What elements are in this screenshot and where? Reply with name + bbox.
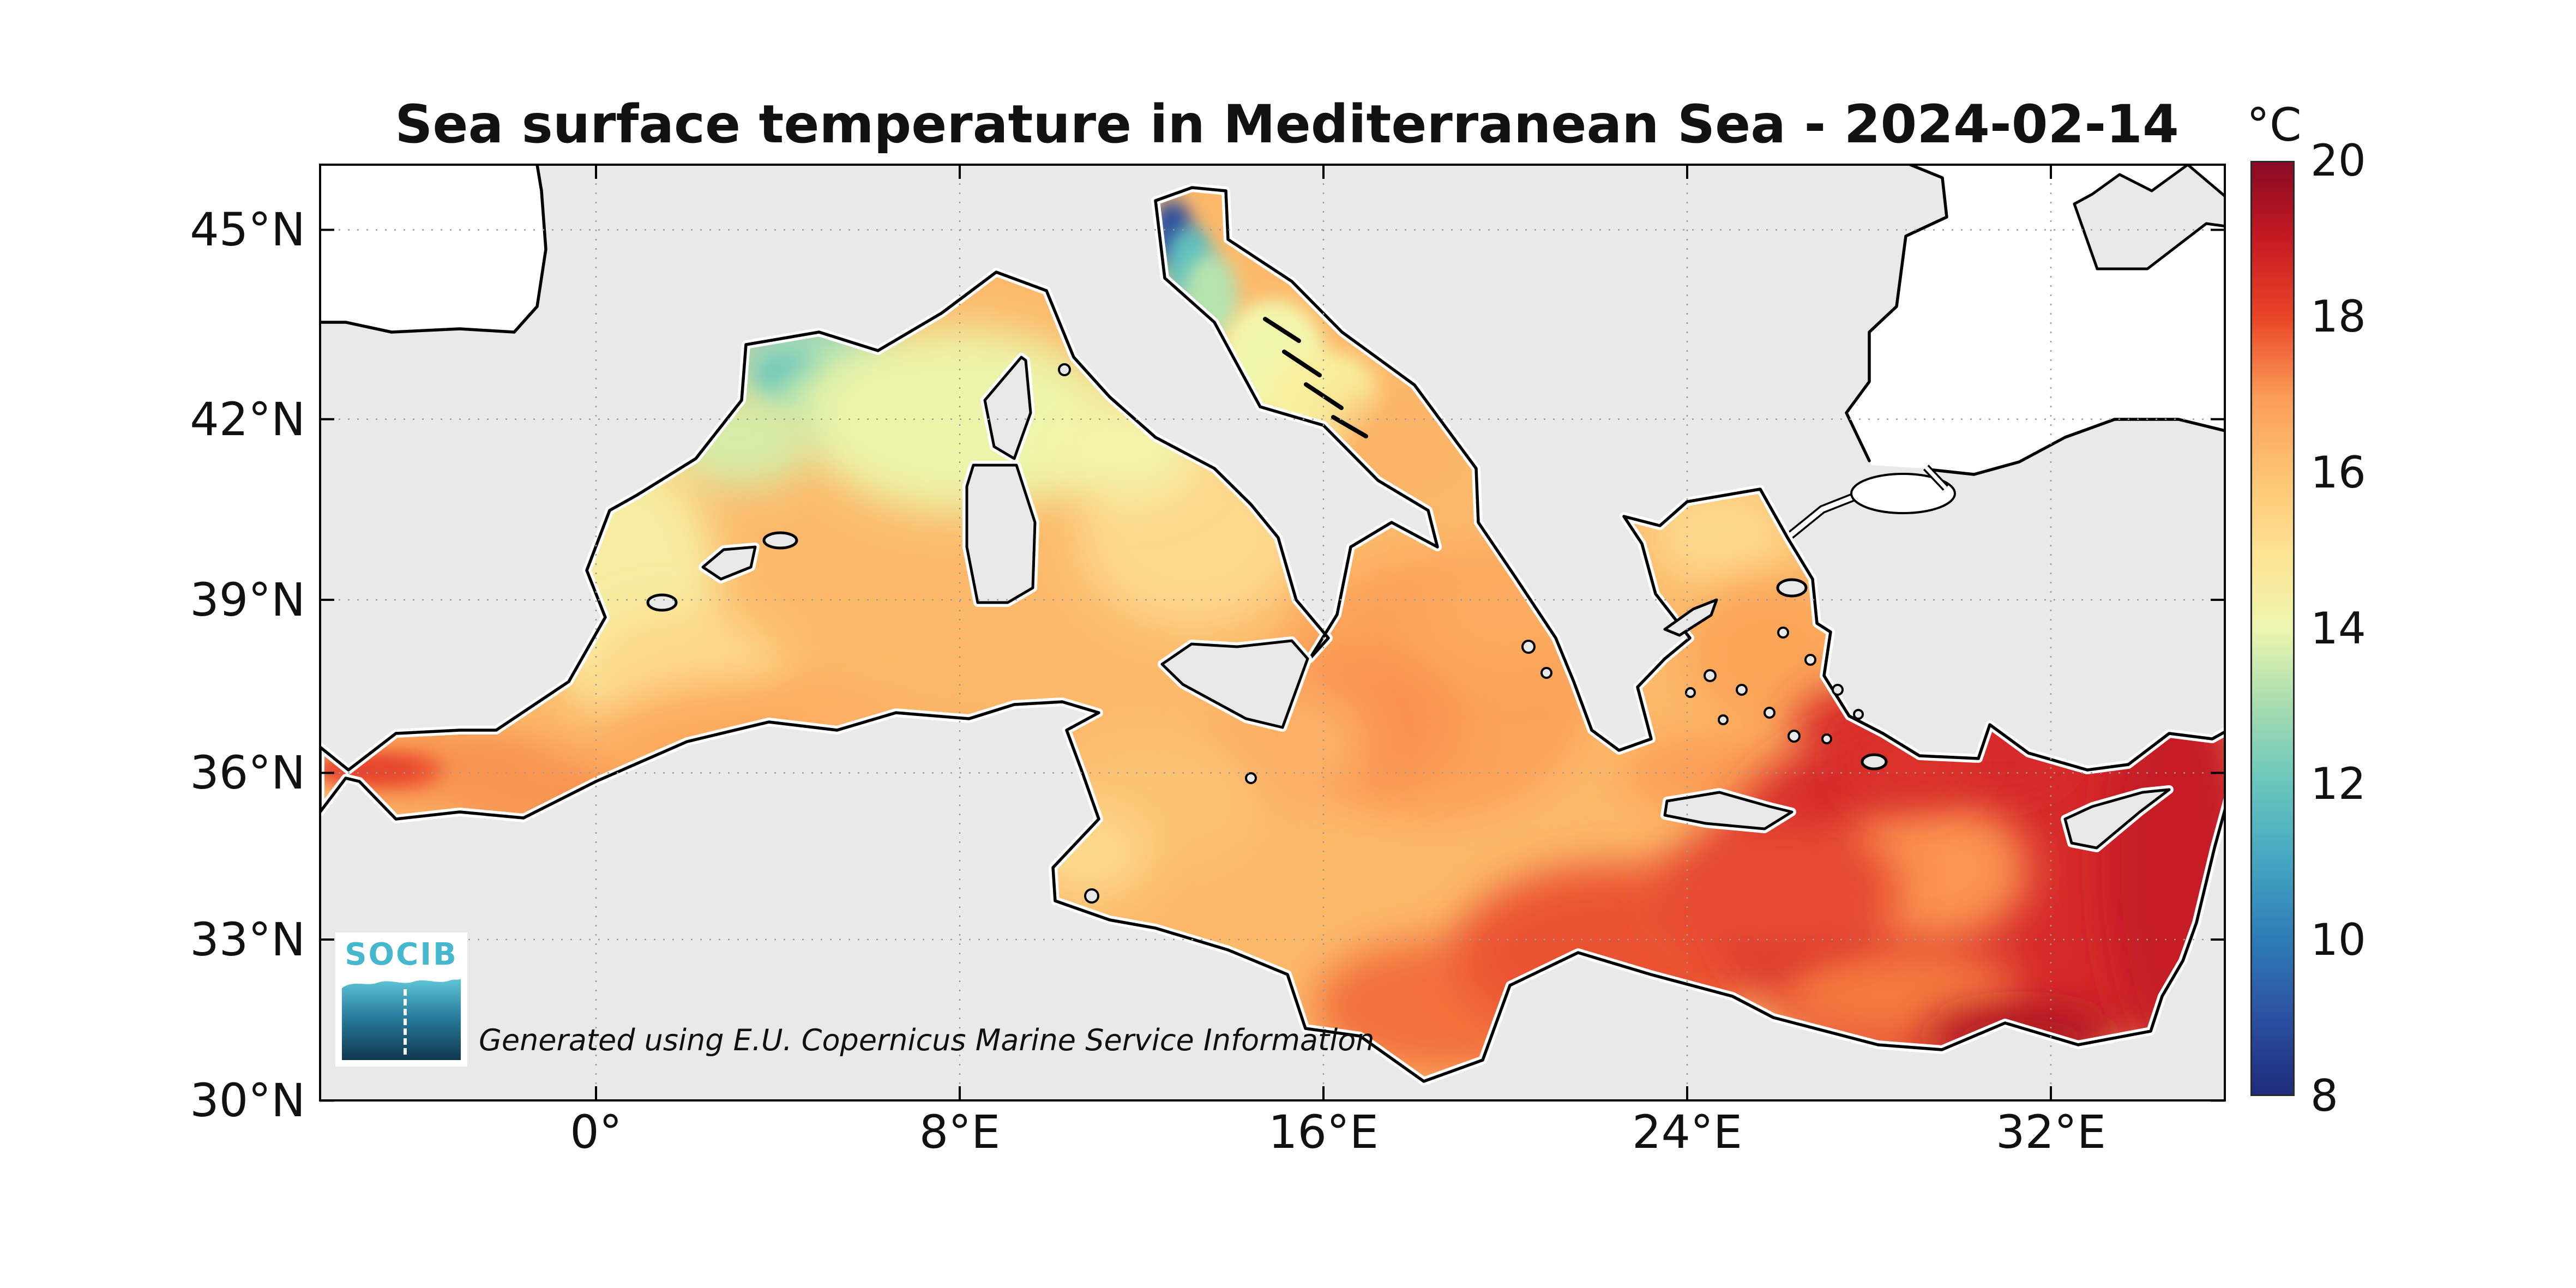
island-corsica (983, 356, 1032, 460)
lat-tick-label: 42°N (190, 392, 305, 446)
colorbar-unit-label: °C (2247, 98, 2302, 152)
colorbar (2250, 161, 2295, 1096)
colorbar-tick-label: 16 (2310, 447, 2366, 498)
socib-logo-graphic (342, 974, 461, 1060)
no-data-ocean-marmara (1850, 473, 1956, 514)
mooring-dashed-line (404, 989, 407, 1055)
island-sardinia (965, 464, 1037, 604)
graticule (320, 165, 2225, 1100)
lat-tick-label: 30°N (190, 1074, 305, 1128)
coastline-blacksea-west (1845, 165, 1948, 462)
page-title: Sea surface temperature in Mediterranean… (395, 94, 2179, 155)
plot-frame (319, 164, 2226, 1102)
island-mallorca (701, 545, 757, 581)
lon-tick-label: 8°E (919, 1105, 1001, 1159)
lat-tick-label: 36°N (190, 746, 305, 800)
island-cyprus (2063, 788, 2171, 850)
island-euboea (1663, 598, 1718, 637)
socib-logo: SOCIB (335, 932, 467, 1067)
colorbar-tick-label: 10 (2310, 914, 2366, 966)
island-ibiza (646, 593, 678, 612)
coastline-mediterranean (320, 186, 2225, 1083)
socib-logo-text: SOCIB (345, 937, 458, 972)
island-rhodes (1861, 753, 1888, 771)
coastline-biscay (320, 165, 547, 334)
axis-ticks (320, 165, 2225, 1102)
colorbar-tick-label: 18 (2310, 291, 2366, 342)
islands (646, 317, 2174, 904)
island-crete (1663, 791, 1793, 830)
colorbar-tick-label: 8 (2310, 1070, 2338, 1121)
lat-tick-label: 33°N (190, 913, 305, 966)
island-menorca (762, 531, 798, 550)
colorbar-tick-label: 12 (2310, 759, 2366, 810)
attribution-text: Generated using E.U. Copernicus Marine S… (479, 1023, 1375, 1057)
no-data-ocean-biscay (320, 165, 546, 332)
lon-tick-label: 24°E (1632, 1105, 1742, 1159)
crimea-peninsula (2073, 165, 2225, 270)
island-sicily (1160, 639, 1309, 729)
colorbar-tick-label: 20 (2310, 135, 2366, 186)
lat-tick-label: 39°N (190, 573, 305, 627)
lat-tick-label: 45°N (190, 203, 305, 257)
coastline-blacksea-south (1927, 418, 2225, 476)
colorbar-tick-label: 14 (2310, 603, 2366, 654)
lon-tick-label: 0° (570, 1105, 622, 1159)
island-malta (1245, 772, 1257, 784)
lon-tick-label: 16°E (1268, 1105, 1379, 1159)
lon-tick-label: 32°E (1996, 1105, 2106, 1159)
island-lesbos (1776, 578, 1808, 598)
